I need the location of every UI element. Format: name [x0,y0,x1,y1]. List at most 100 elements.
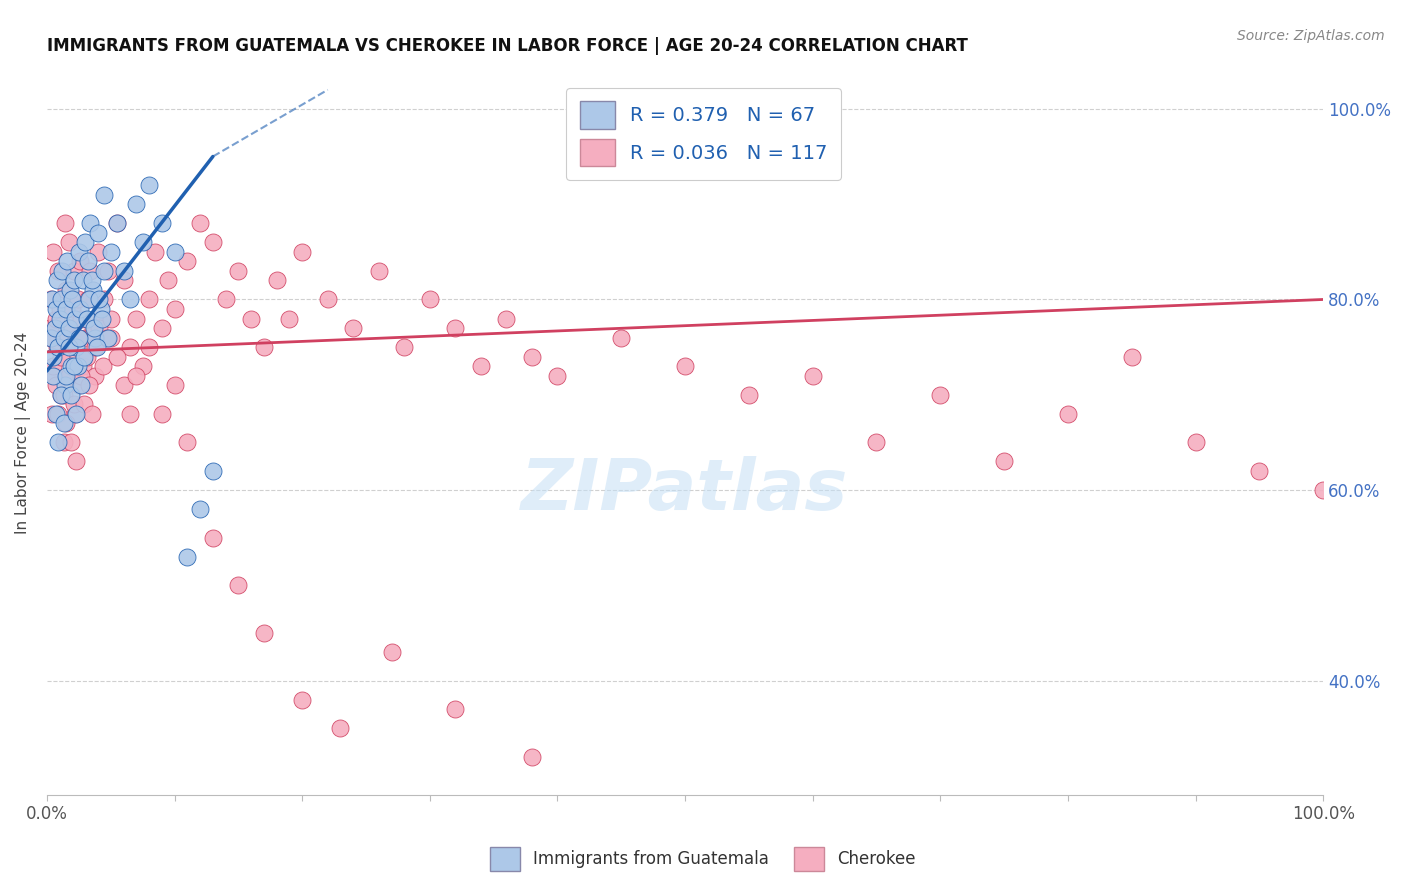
Point [125,197,148,211]
Point [253,626,276,640]
Point [97,330,120,344]
Point [291,244,314,259]
Text: ZIPatlas: ZIPatlas [522,457,849,525]
Point [86,340,108,354]
Point [138,340,160,354]
Point [62,397,84,411]
Point [163,378,186,392]
Point [48,264,70,278]
Point [46,273,69,287]
Point [51,330,73,344]
Point [316,293,339,307]
Point [546,368,568,383]
Point [42,368,65,383]
Point [89,321,111,335]
Point [62,301,84,316]
Point [70,378,93,392]
Point [342,321,364,335]
Point [266,273,288,287]
Point [738,388,761,402]
Point [394,340,416,354]
Point [76,311,98,326]
Point [100,244,122,259]
Point [1057,407,1080,421]
Point [77,378,100,392]
Point [56,254,79,268]
Point [419,293,441,307]
Point [214,293,236,307]
Point [42,244,65,259]
Point [82,283,104,297]
Point [39,330,62,344]
Point [291,692,314,706]
Point [329,722,352,736]
Point [67,378,90,392]
Point [53,378,76,392]
Point [41,407,63,421]
Point [80,407,103,421]
Point [89,293,111,307]
Point [96,330,118,344]
Point [201,464,224,478]
Text: IMMIGRANTS FROM GUATEMALA VS CHEROKEE IN LABOR FORCE | AGE 20-24 CORRELATION CHA: IMMIGRANTS FROM GUATEMALA VS CHEROKEE IN… [46,37,967,55]
Point [55,283,77,297]
Point [82,321,104,335]
Point [53,216,76,230]
Point [62,273,84,287]
Point [131,235,153,250]
Point [60,388,83,402]
Legend: Immigrants from Guatemala, Cherokee: Immigrants from Guatemala, Cherokee [482,839,924,880]
Point [87,244,110,259]
Point [520,750,543,764]
Point [58,321,80,335]
Point [49,388,72,402]
Point [993,454,1015,468]
Point [66,293,89,307]
Point [48,407,70,421]
Point [59,321,82,335]
Point [380,645,402,659]
Point [59,283,82,297]
Point [65,340,87,354]
Y-axis label: In Labor Force | Age 20-24: In Labor Force | Age 20-24 [15,332,31,534]
Point [63,407,86,421]
Point [150,407,173,421]
Point [76,293,98,307]
Point [673,359,696,374]
Point [84,330,107,344]
Point [201,531,224,545]
Point [49,388,72,402]
Point [58,340,80,354]
Point [48,435,70,450]
Point [865,435,887,450]
Point [118,340,141,354]
Text: Source: ZipAtlas.com: Source: ZipAtlas.com [1237,29,1385,43]
Point [157,273,180,287]
Point [801,368,824,383]
Point [131,359,153,374]
Point [90,311,112,326]
Point [44,321,66,335]
Point [105,350,128,364]
Point [79,216,101,230]
Point [58,368,80,383]
Point [48,311,70,326]
Point [79,264,101,278]
Point [163,244,186,259]
Point [66,359,89,374]
Point [444,702,467,716]
Point [52,417,75,431]
Point [84,368,107,383]
Point [145,244,167,259]
Point [63,311,86,326]
Point [188,502,211,516]
Point [55,417,77,431]
Point [228,578,250,592]
Point [77,293,100,307]
Point [73,397,96,411]
Point [49,293,72,307]
Point [83,321,105,335]
Point [52,435,75,450]
Point [228,264,250,278]
Point [65,330,87,344]
